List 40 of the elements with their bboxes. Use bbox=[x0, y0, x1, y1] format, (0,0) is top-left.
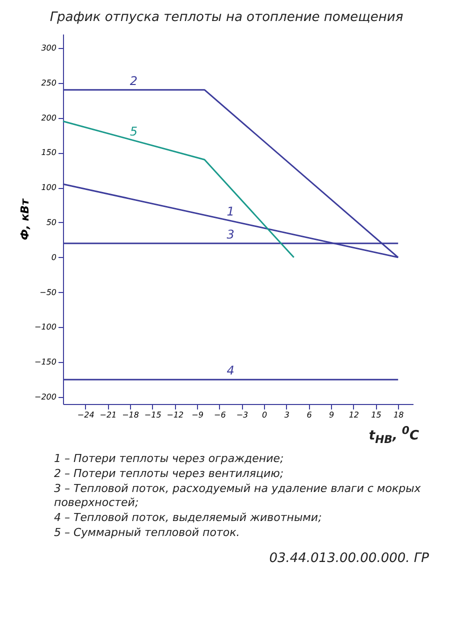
text: 4 – Тепловой поток, выделяемый животными; bbox=[54, 511, 323, 526]
x-tick-label: 3 bbox=[284, 410, 290, 420]
x-tick-label: 9 bbox=[329, 410, 334, 420]
x-tick-label: 18 bbox=[394, 410, 404, 420]
x-tick-label: −12 bbox=[166, 410, 184, 420]
text: 2 – Потери теплоты через вентиляцию; bbox=[54, 466, 285, 482]
x-tick-label: −6 bbox=[214, 410, 226, 420]
y-tick-label: −50 bbox=[40, 288, 56, 297]
series-label: 5 bbox=[130, 124, 138, 138]
chart-title: График отпуска теплоты на отопление помещения bbox=[48, 10, 404, 25]
text: 3 – Тепловой поток, расходуемый на удаление влаги с мокрых поверхностей; bbox=[54, 482, 422, 512]
y-tick-label: 50 bbox=[46, 218, 56, 227]
text: 03.44.013.00.00.000. ГР bbox=[268, 550, 429, 566]
x-tick-label: 12 bbox=[348, 410, 360, 420]
x-tick-label: −15 bbox=[144, 410, 162, 420]
text: 5 – Суммарный тепловой поток. bbox=[54, 526, 241, 541]
x-tick-label: 15 bbox=[371, 410, 382, 420]
y-tick-label: 100 bbox=[41, 183, 56, 192]
y-axis-title: Ф, кВт bbox=[18, 198, 32, 240]
y-tick-label: 0 bbox=[51, 252, 56, 262]
x-tick-label: −18 bbox=[122, 410, 139, 420]
y-tick-label: 250 bbox=[41, 78, 56, 88]
series-label: 4 bbox=[226, 364, 234, 378]
x-axis-title: t$_{НВ}$, $^{0}$C bbox=[368, 424, 419, 446]
y-tick-label: 150 bbox=[41, 148, 56, 158]
x-tick-label: −21 bbox=[100, 410, 117, 420]
y-tick-label: −200 bbox=[34, 392, 56, 402]
y-tick-label: 200 bbox=[41, 113, 56, 122]
series-label: 2 bbox=[130, 74, 138, 88]
text: 1 – Потери теплоты через ограждение; bbox=[54, 452, 285, 467]
x-tick-label: −9 bbox=[192, 410, 204, 420]
y-tick-label: −100 bbox=[34, 322, 56, 332]
y-tick-label: −150 bbox=[34, 358, 56, 367]
x-tick-label: 6 bbox=[306, 410, 312, 420]
x-tick-label: −3 bbox=[236, 410, 248, 420]
series-label: 3 bbox=[226, 227, 234, 242]
series-label: 1 bbox=[226, 204, 234, 219]
x-tick-label: −24 bbox=[77, 410, 94, 420]
x-tick-label: 0 bbox=[262, 410, 268, 420]
y-tick-label: 300 bbox=[41, 43, 56, 52]
